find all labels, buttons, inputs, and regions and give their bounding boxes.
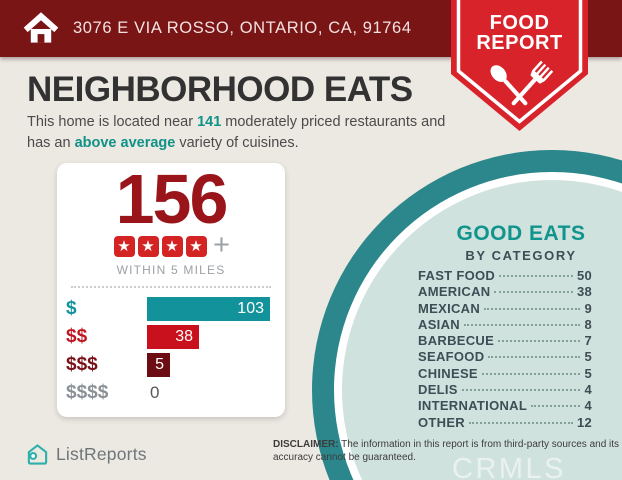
star-icon: ★ [113,236,135,258]
category-row: FAST FOOD 50 [418,268,592,284]
price-tier-row: $ 103 [57,295,285,323]
category-row: OTHER 12 [418,415,592,431]
category-count: 50 [576,268,592,283]
property-address: 3076 E VIA ROSSO, ONTARIO, CA, 91764 [73,19,412,37]
dotted-leader [488,356,581,359]
dotted-leader [499,275,573,277]
category-count: 38 [576,284,592,300]
price-tier-label: $$$ [66,354,98,376]
category-count: 9 [584,300,592,316]
category-name: OTHER [418,414,465,430]
category-name: FAST FOOD [418,268,496,283]
category-count: 8 [584,316,592,332]
price-tier-bar-zone: 0 [147,383,285,403]
price-tier-label: $ [66,298,77,320]
radius-label: WITHIN 5 MILES [116,263,226,278]
category-name: AMERICAN [418,284,491,300]
house-icon [23,11,59,43]
rating-stars: ★ ★ ★ ★ + [57,229,285,261]
category-name: ASIAN [418,316,460,332]
listreports-house-icon [27,444,48,465]
price-tier-bar-zone: 103 [147,297,285,322]
price-tier-row: $$$ 5 [57,351,285,379]
category-row: DELIS 4 [418,382,592,398]
dotted-leader [494,291,573,294]
brand-name: ListReports [56,444,147,464]
food-report-badge: FOOD REPORT [451,0,588,131]
price-tier-label: $$$$ [66,382,109,404]
category-row: ASIAN 8 [418,317,592,333]
variety-highlight: above average [74,135,176,152]
good-eats-subtitle: BY CATEGORY [465,248,577,263]
price-tier-value: 0 [150,383,160,403]
intro-text: This home is located near 141 moderately… [27,114,446,152]
price-tier-bar: 103 [147,297,270,322]
price-tier-bar: 38 [147,325,199,350]
star-icon: ★ [185,236,207,258]
category-count: 12 [576,414,592,430]
category-list: FAST FOOD 50 AMERICAN 38 MEXICAN 9 ASIAN… [418,268,592,431]
price-tier-row: $$ 38 [57,323,285,351]
ribbon-shape [451,0,588,131]
page-title: NEIGHBORHOOD EATS [27,70,413,109]
category-name: DELIS [418,382,458,398]
category-count: 4 [584,398,592,414]
dotted-leader [531,405,581,408]
good-eats-header: GOOD EATS BY CATEGORY [450,222,592,263]
dotted-leader [481,372,581,375]
category-count: 7 [584,333,592,349]
dotted-leader [469,421,573,424]
dotted-leader [461,389,581,392]
category-name: INTERNATIONAL [418,398,528,414]
plus-sign: + [213,228,230,261]
price-tier-chart: $ 103 $$ 38 $$$ 5 $$$$ 0 [57,295,285,407]
price-tier-bar-zone: 38 [147,325,285,350]
category-row: BARBECUE 7 [418,333,592,349]
dotted-leader [498,340,581,343]
dotted-leader [484,307,581,310]
disclaimer-label: DISCLAIMER: [273,439,339,450]
badge-title: FOOD REPORT [476,12,563,54]
category-row: MEXICAN 9 [418,301,592,317]
price-tier-bar-zone: 5 [147,353,285,378]
category-count: 4 [584,382,592,398]
listreports-logo: ListReports [26,443,147,466]
price-tier-row: $$$$ 0 [57,379,285,407]
category-name: BARBECUE [418,333,495,349]
crmls-watermark: CRMLS [452,453,567,480]
disclaimer: DISCLAIMER: The information in this repo… [273,439,620,463]
category-row: SEAFOOD 5 [418,349,592,365]
category-name: CHINESE [418,365,478,381]
category-count: 5 [584,365,592,381]
restaurant-count-inline: 141 [197,114,222,130]
restaurant-count: 156 [115,160,229,238]
category-count: 5 [584,349,592,365]
category-name: SEAFOOD [418,349,485,365]
category-row: INTERNATIONAL 4 [418,398,592,414]
star-icon: ★ [137,236,159,258]
dotted-leader [463,323,581,326]
category-row: CHINESE 5 [418,366,592,382]
dotted-separator [71,286,271,289]
stats-card: 156 ★ ★ ★ ★ + WITHIN 5 MILES $ 103 $$ 38 $$… [57,163,285,417]
category-row: AMERICAN 38 [418,284,592,300]
good-eats-title: GOOD EATS [456,222,586,245]
price-tier-label: $$ [66,326,88,348]
category-name: MEXICAN [418,300,481,316]
price-tier-bar: 5 [147,353,170,378]
crossed-utensils-icon [490,60,554,106]
star-icon: ★ [161,236,183,258]
